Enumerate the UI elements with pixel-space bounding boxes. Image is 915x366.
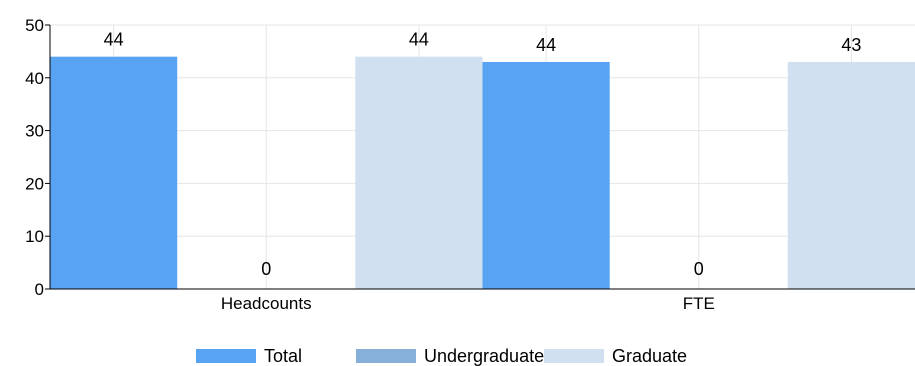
data-labels: 44 0 44 44 0 43 [104,30,862,279]
bar-total-fte [482,61,610,290]
legend-label-total: Total [264,346,303,366]
y-tick-label: 50 [25,16,44,35]
legend-label-undergraduate: Undergraduate [424,346,545,366]
bar-graduate-headcounts [355,56,483,290]
legend: Total Undergraduate Graduate [0,344,915,366]
data-label: 0 [261,259,271,279]
data-label: 0 [694,259,704,279]
y-axis-ticks: 0 10 20 30 40 50 [25,16,50,299]
axes [49,25,915,290]
y-tick-label: 20 [25,174,44,193]
y-tick-label: 30 [25,122,44,141]
legend-swatch-undergraduate [356,349,416,363]
data-label: 44 [409,30,429,50]
x-category-label: FTE [683,294,715,313]
legend-swatch-graduate [544,349,604,363]
data-label: 44 [104,30,124,50]
legend-swatch-total [196,349,256,363]
y-tick-label: 40 [25,69,44,88]
x-axis-categories: Headcounts FTE [221,294,715,313]
bar-total-headcounts [50,56,178,290]
y-tick-label: 10 [25,227,44,246]
bar-graduate-fte [787,61,915,290]
legend-label-graduate: Graduate [612,346,688,366]
data-label: 44 [536,35,556,55]
bars [50,56,915,290]
y-tick-label: 0 [35,280,44,299]
data-label: 43 [841,35,861,55]
x-category-label: Headcounts [221,294,312,313]
bar-chart: 44 0 44 44 0 43 0 10 20 30 40 50 Headcounts FTE [25,16,915,313]
